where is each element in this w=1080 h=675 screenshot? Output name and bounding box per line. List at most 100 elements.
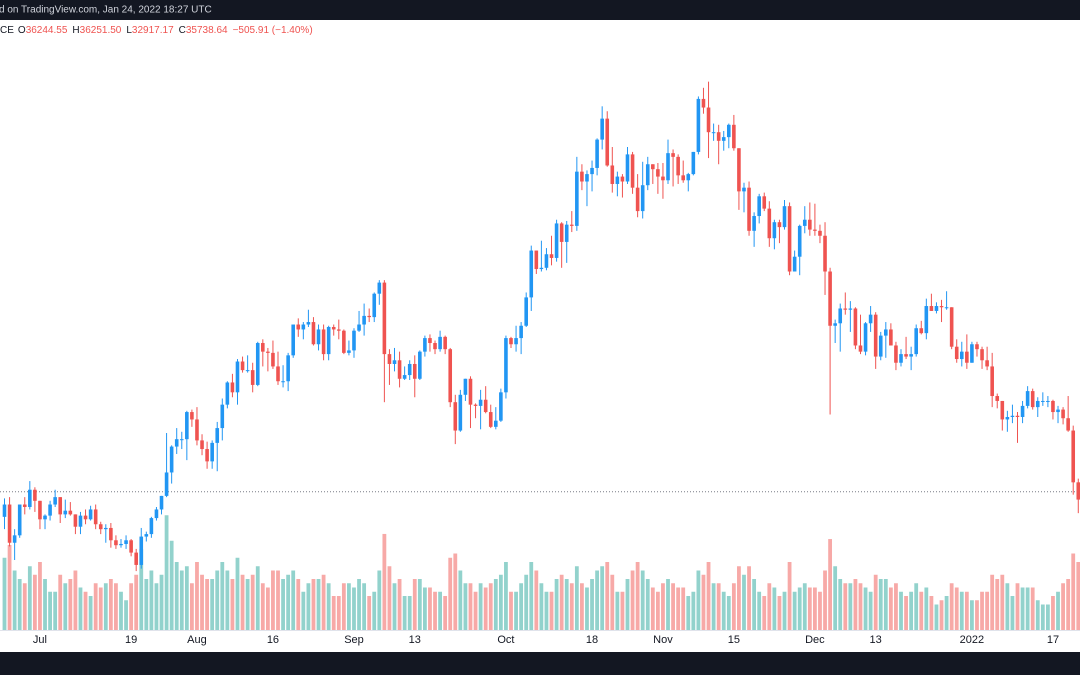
candle-body — [884, 329, 888, 336]
volume-bar — [564, 579, 569, 630]
volume-bar — [1045, 604, 1050, 630]
legend-value: 36251.50 — [80, 25, 122, 36]
candle-body — [828, 271, 832, 326]
candle-body — [904, 354, 908, 357]
legend-label: L — [126, 25, 132, 36]
candle-body — [453, 402, 458, 431]
volume-bar — [488, 583, 493, 630]
volume-bar — [1025, 587, 1030, 630]
volume-bar — [98, 587, 103, 630]
candle-body — [195, 419, 199, 441]
candle-body — [752, 216, 756, 231]
candle-body — [494, 420, 498, 427]
volume-bar — [195, 562, 199, 630]
candle-body — [134, 552, 138, 565]
volume-bar — [114, 583, 118, 630]
volume-bar — [129, 583, 134, 630]
x-tick-label: 13 — [409, 634, 421, 646]
candle-body — [949, 307, 954, 347]
volume-bar — [742, 574, 746, 630]
volume-bar — [144, 579, 149, 630]
volume-bar — [78, 587, 83, 630]
volume-bar — [666, 579, 670, 630]
candle-body — [1035, 400, 1040, 408]
candle-body — [706, 107, 711, 133]
candle-body — [1046, 400, 1050, 402]
candle-body — [478, 399, 483, 406]
candle-body — [347, 350, 351, 353]
candle-body — [331, 326, 336, 330]
volume-bar — [493, 579, 498, 630]
candle-body — [33, 489, 37, 501]
volume-bar — [240, 574, 245, 630]
candle-body — [640, 185, 645, 212]
candle-body — [813, 229, 817, 231]
volume-bar — [630, 570, 635, 630]
volume-bar — [1030, 587, 1035, 630]
candle-body — [174, 439, 179, 447]
volume-bar — [392, 583, 397, 630]
volume-bar — [347, 583, 351, 630]
volume-bar — [883, 579, 888, 630]
candle-body — [28, 489, 32, 507]
candle-body — [428, 338, 432, 344]
legend-value: 36244.55 — [26, 25, 68, 36]
candle-body — [716, 132, 721, 141]
candle-body — [534, 250, 539, 270]
volume-bar — [443, 596, 448, 630]
candle-body — [823, 235, 827, 272]
candle-body — [144, 534, 149, 537]
candle-body — [595, 139, 599, 168]
volume-bar — [22, 583, 27, 630]
candle-body — [985, 360, 989, 367]
candle-body — [296, 324, 301, 330]
candle-body — [630, 154, 635, 188]
candle-body — [959, 351, 964, 360]
candle-body — [164, 472, 169, 496]
volume-bar — [1010, 596, 1015, 630]
volume-bar — [336, 596, 341, 630]
volume-bar — [281, 579, 285, 630]
candle-body — [362, 315, 366, 325]
candle-body — [666, 153, 670, 181]
candle-body — [291, 324, 296, 356]
volume-bar — [27, 566, 32, 630]
candle-body — [889, 329, 893, 346]
volume-bar — [559, 574, 564, 630]
candle-body — [802, 219, 807, 226]
candle-body — [559, 223, 564, 242]
volume-bar — [939, 600, 944, 630]
volume-bar — [468, 583, 473, 630]
candle-body — [78, 515, 83, 527]
candle-body — [1061, 409, 1065, 419]
candle-body — [2, 504, 7, 517]
candle-body — [205, 449, 209, 462]
candle-body — [357, 324, 361, 331]
volume-bar — [600, 566, 605, 630]
volume-bar — [190, 583, 194, 630]
ohlc-legend: CE O36244.55 H36251.50 L32917.17 C35738.64 −5… — [0, 25, 313, 36]
candle-body — [119, 543, 123, 546]
candle-body — [519, 325, 523, 339]
volume-bar — [58, 574, 63, 630]
x-tick-label: 19 — [125, 634, 137, 646]
volume-bar — [752, 579, 757, 630]
candle-body — [853, 308, 858, 346]
candle-body — [255, 343, 260, 385]
volume-bar — [357, 579, 361, 630]
candle-body — [468, 378, 473, 405]
candle-body — [58, 497, 63, 515]
candle-body — [215, 428, 220, 443]
volume-bar — [154, 583, 159, 630]
candle-body — [1005, 416, 1010, 420]
candle-body — [1071, 430, 1076, 483]
candle-body — [473, 404, 478, 406]
volume-bar — [590, 579, 594, 630]
volume-bar — [954, 587, 959, 630]
volume-bar — [726, 596, 731, 630]
volume-bar — [711, 583, 716, 630]
candle-body — [372, 293, 377, 318]
top-bar — [0, 0, 1080, 20]
candle-body — [185, 412, 189, 440]
